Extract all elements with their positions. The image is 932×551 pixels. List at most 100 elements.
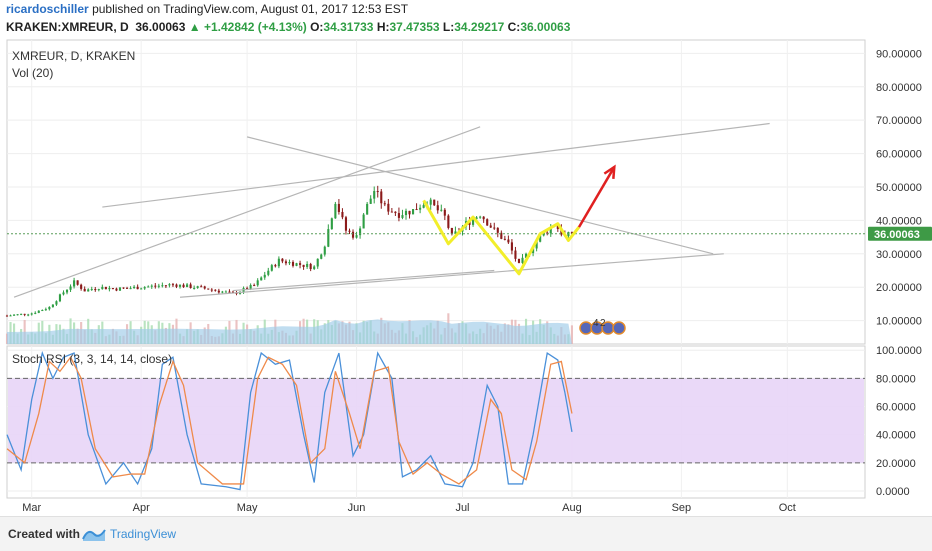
candle-body[interactable] [94, 289, 97, 291]
candle-body[interactable] [186, 284, 189, 288]
candle-body[interactable] [55, 301, 58, 305]
candle-body[interactable] [309, 263, 312, 270]
projection-arrow-head[interactable] [603, 164, 616, 180]
candle-body[interactable] [344, 217, 348, 231]
candle-body[interactable] [359, 228, 362, 236]
candle-body[interactable] [355, 235, 358, 238]
candle-body[interactable] [376, 191, 379, 193]
trendline[interactable] [13, 126, 481, 298]
trendline[interactable] [102, 122, 770, 208]
candle-body[interactable] [556, 225, 559, 229]
candle-body[interactable] [351, 231, 355, 238]
candle-body[interactable] [150, 285, 153, 287]
candle-body[interactable] [510, 242, 513, 251]
candle-body[interactable] [133, 286, 136, 289]
candle-body[interactable] [231, 291, 235, 293]
candle-body[interactable] [306, 263, 309, 267]
candle-body[interactable] [472, 218, 475, 225]
candle-body[interactable] [419, 207, 422, 210]
candle-body[interactable] [44, 309, 47, 311]
candle-body[interactable] [164, 285, 167, 287]
candle-body[interactable] [256, 280, 259, 286]
candle-body[interactable] [161, 285, 164, 287]
candle-body[interactable] [295, 263, 298, 266]
candle-body[interactable] [450, 227, 453, 234]
candle-body[interactable] [380, 191, 383, 204]
candle-body[interactable] [246, 288, 249, 290]
candle-body[interactable] [291, 262, 295, 266]
candle-body[interactable] [517, 258, 521, 263]
candle-body[interactable] [224, 291, 227, 293]
candle-body[interactable] [546, 232, 549, 234]
candle-body[interactable] [154, 285, 157, 287]
pattern-marker[interactable] [579, 321, 593, 335]
candle-body[interactable] [274, 265, 277, 267]
candle-body[interactable] [503, 238, 506, 240]
candle-body[interactable] [447, 215, 450, 228]
candle-body[interactable] [316, 258, 319, 267]
candle-body[interactable] [62, 292, 65, 295]
candle-body[interactable] [9, 315, 12, 317]
candle-body[interactable] [524, 253, 528, 258]
candle-body[interactable] [263, 274, 266, 278]
candle-body[interactable] [415, 209, 418, 211]
candle-body[interactable] [454, 231, 457, 234]
candle-body[interactable] [58, 294, 62, 302]
candle-body[interactable] [390, 211, 393, 213]
candle-body[interactable] [337, 203, 340, 212]
candle-body[interactable] [101, 286, 104, 290]
candle-body[interactable] [482, 216, 485, 220]
stoch-rsi-k-line[interactable] [6, 350, 573, 491]
candle-body[interactable] [76, 280, 79, 285]
candle-body[interactable] [288, 262, 291, 264]
candle-body[interactable] [65, 289, 69, 293]
candle-body[interactable] [369, 198, 372, 204]
candle-body[interactable] [539, 235, 542, 242]
candle-body[interactable] [433, 199, 436, 206]
candle-body[interactable] [366, 203, 369, 215]
candle-body[interactable] [397, 213, 400, 218]
candle-body[interactable] [549, 226, 552, 234]
candle-body[interactable] [320, 254, 323, 259]
candle-body[interactable] [348, 230, 351, 232]
candle-body[interactable] [401, 215, 404, 218]
candle-body[interactable] [13, 314, 16, 316]
candle-body[interactable] [334, 203, 337, 219]
candle-body[interactable] [383, 203, 386, 205]
candle-body[interactable] [267, 270, 270, 275]
candle-body[interactable] [323, 246, 326, 255]
candle-body[interactable] [440, 209, 443, 211]
candle-body[interactable] [196, 286, 199, 288]
candle-body[interactable] [313, 266, 316, 270]
author-link[interactable]: ricardoschiller [6, 2, 89, 16]
candle-body[interactable] [281, 258, 284, 262]
candle-body[interactable] [532, 248, 535, 253]
candle-body[interactable] [394, 211, 397, 214]
candle-body[interactable] [20, 313, 23, 315]
candle-body[interactable] [51, 304, 54, 307]
candle-body[interactable] [493, 227, 496, 229]
candle-body[interactable] [171, 284, 175, 286]
candle-body[interactable] [87, 289, 90, 292]
candle-body[interactable] [30, 313, 33, 315]
candle-body[interactable] [270, 265, 273, 271]
candle-body[interactable] [404, 210, 408, 216]
candle-body[interactable] [210, 289, 213, 291]
candle-body[interactable] [157, 285, 160, 287]
candle-body[interactable] [217, 290, 220, 293]
candle-body[interactable] [443, 209, 446, 216]
candle-body[interactable] [193, 287, 196, 289]
candle-body[interactable] [73, 280, 76, 287]
candle-body[interactable] [104, 286, 107, 290]
candle-body[interactable] [122, 287, 125, 289]
candle-body[interactable] [69, 286, 72, 290]
projection-arrow-shaft[interactable] [577, 166, 616, 228]
candle-body[interactable] [362, 214, 365, 229]
trendline[interactable] [232, 269, 495, 292]
candle-body[interactable] [330, 218, 333, 230]
candle-body[interactable] [253, 285, 256, 287]
candle-body[interactable] [83, 288, 86, 292]
tradingview-logo-icon[interactable] [82, 526, 106, 547]
candle-body[interactable] [299, 263, 302, 265]
candle-body[interactable] [136, 286, 139, 290]
